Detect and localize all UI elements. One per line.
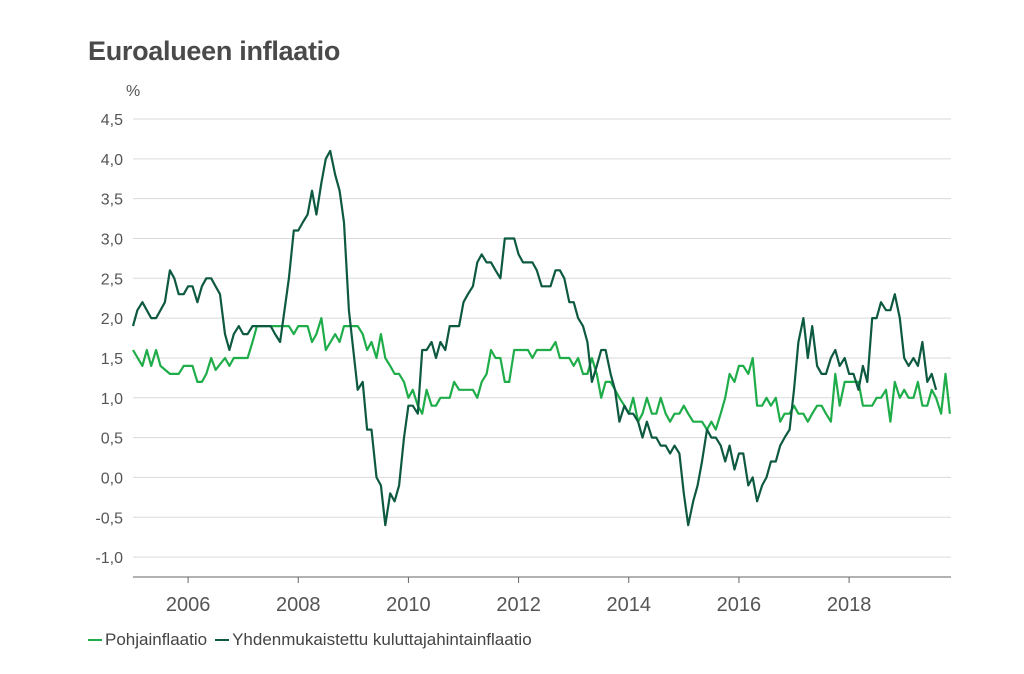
legend-item-yhdenmukaistettu: Yhdenmukaistettu kuluttajahintainflaatio — [215, 630, 532, 650]
y-tick-label: 2,0 — [101, 311, 123, 328]
y-axis-ticks: 4,5 4,0 3,5 3,0 2,5 2,0 1,5 1,0 0,5 0,0 -0,5 -1,0 — [95, 112, 123, 567]
y-tick-label: 4,5 — [101, 112, 123, 129]
x-tick-label: 2012 — [496, 594, 541, 616]
x-tick-label: 2014 — [607, 594, 652, 616]
y-tick-label: 0,0 — [101, 470, 123, 487]
y-tick-label: 4,0 — [101, 152, 123, 169]
legend: Pohjainflaatio Yhdenmukaistettu kuluttaj… — [88, 630, 540, 650]
y-tick-label: 1,0 — [101, 391, 123, 408]
y-tick-label: 3,0 — [101, 231, 123, 248]
gridlines — [133, 118, 951, 558]
x-tick-label: 2008 — [276, 594, 321, 616]
x-tick-label: 2016 — [717, 594, 762, 616]
y-axis-unit-label: % — [126, 83, 140, 100]
chart-title: Euroalueen inflaatio — [88, 36, 341, 66]
series-line-pohjainflaatio — [132, 317, 951, 431]
y-tick-label: -0,5 — [95, 510, 123, 527]
legend-item-pohjainflaatio: Pohjainflaatio — [88, 630, 207, 650]
legend-swatch-pohjainflaatio — [88, 639, 102, 641]
y-tick-label: 3,5 — [101, 192, 123, 209]
y-tick-label: -1,0 — [95, 550, 123, 567]
legend-swatch-yhdenmukaistettu — [215, 639, 230, 641]
x-tick-label: 2006 — [166, 594, 211, 616]
y-tick-label: 0,5 — [101, 431, 123, 448]
series-line-yhdenmukaistettu — [131, 149, 938, 527]
series-lines — [131, 149, 951, 527]
y-tick-label: 1,5 — [101, 351, 123, 368]
x-tick-label: 2018 — [827, 594, 872, 616]
x-axis: 2006 2008 2010 2012 2014 2016 2018 — [133, 576, 951, 616]
legend-label-pohjainflaatio: Pohjainflaatio — [105, 630, 208, 649]
y-tick-label: 2,5 — [101, 271, 123, 288]
legend-label-yhdenmukaistettu: Yhdenmukaistettu kuluttajahintainflaatio — [232, 630, 532, 649]
x-tick-label: 2010 — [386, 594, 431, 616]
